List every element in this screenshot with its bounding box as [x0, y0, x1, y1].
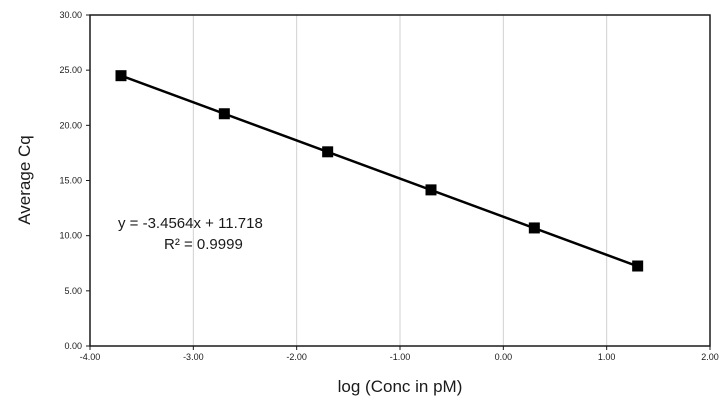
y-tick-label: 5.00	[64, 286, 82, 296]
r-squared-label: R² = 0.9999	[164, 236, 243, 253]
x-tick-label: -2.00	[286, 352, 307, 362]
grid-layer	[193, 15, 606, 346]
data-point	[632, 261, 643, 272]
data-point	[426, 184, 437, 195]
y-axis-title: Average Cq	[15, 135, 34, 224]
y-tick-label: 20.00	[59, 120, 82, 130]
y-tick-label: 0.00	[64, 341, 82, 351]
data-point	[219, 108, 230, 119]
trendline-equation: y = -3.4564x + 11.718	[118, 215, 263, 232]
y-tick-label: 15.00	[59, 176, 82, 186]
data-point	[116, 70, 127, 81]
y-tick-label: 10.00	[59, 231, 82, 241]
data-point	[529, 222, 540, 233]
y-tick-labels: 0.00 5.00 10.00 15.00 20.00 25.00 30.00	[59, 10, 90, 351]
x-tick-label: -4.00	[80, 352, 101, 362]
x-tick-label: 1.00	[598, 352, 616, 362]
x-tick-label: 0.00	[495, 352, 513, 362]
data-point	[322, 146, 333, 157]
x-tick-labels: -4.00 -3.00 -2.00 -1.00 0.00 1.00 2.00	[80, 346, 719, 362]
y-tick-label: 30.00	[59, 10, 82, 20]
x-tick-label: -1.00	[390, 352, 411, 362]
x-axis-title: log (Conc in pM)	[338, 377, 463, 396]
y-tick-label: 25.00	[59, 65, 82, 75]
x-tick-label: -3.00	[183, 352, 204, 362]
x-tick-label: 2.00	[701, 352, 719, 362]
